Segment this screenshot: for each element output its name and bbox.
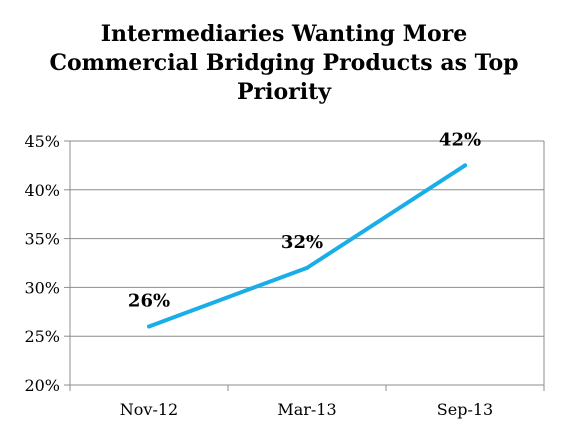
y-tick-label: 35% (24, 230, 60, 249)
data-point (147, 324, 151, 329)
data-label: 32% (281, 232, 323, 253)
data-point (305, 265, 309, 270)
y-tick-label: 20% (24, 376, 60, 395)
y-tick-label: 45% (24, 132, 60, 151)
x-tick-label: Nov-12 (120, 400, 178, 419)
series-layer (147, 163, 467, 329)
gridlines (70, 140, 544, 337)
axes (64, 140, 545, 391)
y-tick-label: 25% (24, 327, 60, 346)
data-point (463, 163, 467, 168)
x-tick-label: Mar-13 (277, 400, 336, 419)
y-tick-label: 40% (24, 181, 60, 200)
data-label: 26% (128, 290, 170, 311)
data-label: 42% (439, 129, 481, 150)
labels-layer: 20% 25% 30% 35% 40% 45% Nov-12 Mar-13 Sep-13 26% 3… (24, 129, 493, 419)
x-tick-label: Sep-13 (437, 400, 493, 419)
chart-title: Intermediaries Wanting More Commercial B… (49, 21, 519, 105)
y-tick-label: 30% (24, 278, 60, 297)
